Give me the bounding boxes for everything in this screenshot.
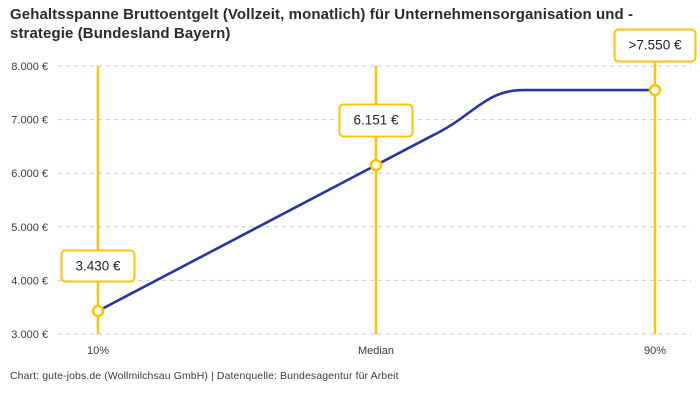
data-point-marker (648, 83, 662, 97)
value-label-box-median: 6.151 € (338, 103, 414, 138)
chart-title: Gehaltsspanne Bruttoentgelt (Vollzeit, m… (10, 6, 634, 42)
value-label-box-90pct: >7.550 € (613, 28, 697, 63)
salary-curve (96, 88, 657, 313)
x-axis-tick-label: 90% (644, 345, 666, 357)
x-axis-tick-label: 10% (87, 345, 109, 357)
data-point-marker (91, 304, 105, 318)
y-axis-tick-label: 4.000 € (11, 275, 48, 287)
data-point-marker (369, 158, 383, 172)
y-axis-tick-label: 3.000 € (11, 329, 48, 341)
y-axis-tick-label: 6.000 € (11, 168, 48, 180)
x-axis-tick-label: Median (358, 345, 394, 357)
chart-source: Chart: gute-jobs.de (Wollmilchsau GmbH) … (10, 370, 399, 382)
value-label-box-10pct: 3.430 € (60, 249, 136, 283)
y-axis-tick-label: 8.000 € (11, 61, 48, 73)
y-axis-tick-label: 7.000 € (11, 115, 48, 127)
y-axis-tick-label: 5.000 € (11, 222, 48, 234)
